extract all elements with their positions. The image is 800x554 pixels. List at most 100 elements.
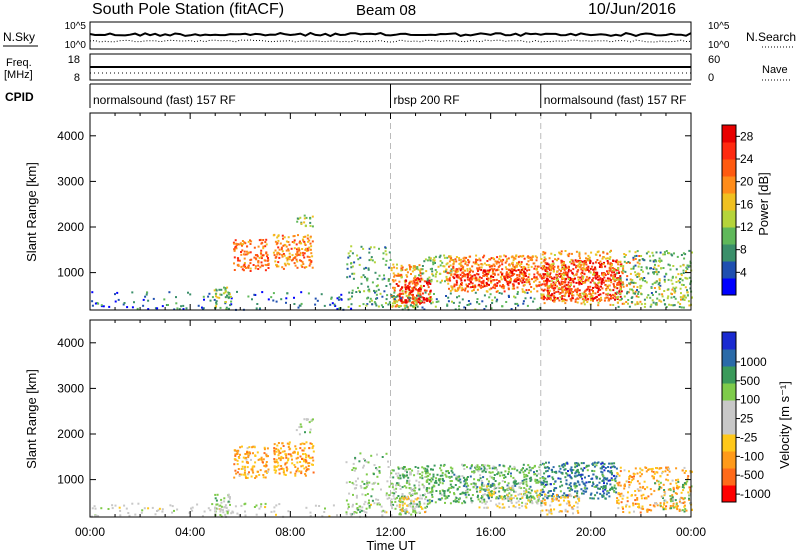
data-cell [568,252,571,255]
data-cell [592,292,595,295]
data-cell [595,464,598,467]
data-cell [567,496,569,499]
data-cell [439,481,442,484]
data-cell [248,451,251,454]
data-cell [449,502,452,505]
data-cell [600,299,603,301]
data-cell [541,276,544,279]
data-cell [680,292,682,295]
data-cell [546,298,549,301]
data-cell [524,493,527,496]
data-cell [284,462,287,465]
data-cell [559,503,562,506]
data-cell [490,496,493,499]
data-cell [552,287,555,290]
data-cell [312,459,315,462]
data-cell [514,257,517,260]
data-cell [189,293,192,296]
data-cell [631,476,634,479]
data-cell [254,454,257,457]
nsearch-label: N.Search [746,30,796,44]
data-cell [571,469,574,471]
data-cell [385,302,387,305]
data-cell [651,475,654,478]
data-cell [485,506,488,509]
data-cell [266,471,268,474]
data-cell [425,488,428,491]
data-cell [637,293,640,295]
data-cell [285,240,288,243]
data-cell [420,497,423,500]
data-cell [641,279,644,282]
data-cell [416,497,419,500]
data-cell [446,496,449,499]
data-cell [537,472,540,475]
data-cell [638,255,641,257]
data-cell [599,254,601,257]
data-cell [517,500,520,503]
data-cell [403,286,406,289]
data-cell [510,502,513,504]
data-cell [536,267,538,270]
data-cell [667,295,670,298]
data-cell [447,470,449,472]
data-cell [415,303,418,306]
data-cell [511,261,514,264]
data-cell [345,481,348,484]
data-cell [382,509,385,512]
data-cell [679,303,682,305]
data-cell [389,283,392,286]
data-cell [439,260,442,262]
data-cell [614,477,617,480]
data-cell [400,264,403,267]
data-cell [601,287,604,290]
data-cell [390,482,393,485]
data-cell [299,240,301,243]
data-cell [423,301,426,304]
data-cell [245,253,248,256]
data-cell [114,504,117,507]
data-cell [404,299,407,302]
data-cell [447,300,450,303]
data-cell [416,472,419,475]
data-cell [490,257,493,260]
data-cell [652,268,655,270]
data-cell [348,492,351,495]
data-cell [500,471,503,474]
data-cell [439,498,442,501]
data-cell [566,462,569,465]
data-cell [482,282,485,284]
data-cell [453,277,456,280]
data-cell [259,505,262,508]
data-cell [462,288,465,291]
data-cell [446,303,449,306]
data-cell [293,241,296,244]
data-cell [287,248,290,251]
data-cell [400,276,403,278]
data-cell [233,262,235,265]
data-cell [555,281,558,284]
data-cell [537,497,540,500]
data-cell [664,499,667,502]
x-axis-label: Time UT [366,538,415,553]
data-cell [605,289,608,292]
data-cell [439,464,442,467]
data-cell [580,279,582,282]
data-cell [234,239,237,242]
data-cell [408,299,411,302]
data-cell [561,496,564,498]
data-cell [307,465,310,467]
data-cell [375,467,378,470]
data-cell [299,242,302,245]
data-cell [604,467,607,469]
data-cell [425,297,428,300]
data-cell [618,271,620,274]
data-cell [538,496,540,498]
data-cell [575,260,578,263]
data-cell [215,503,218,506]
data-cell [187,291,189,294]
data-cell [284,264,287,267]
data-cell [570,470,573,473]
data-cell [582,293,585,296]
data-cell [405,286,408,289]
